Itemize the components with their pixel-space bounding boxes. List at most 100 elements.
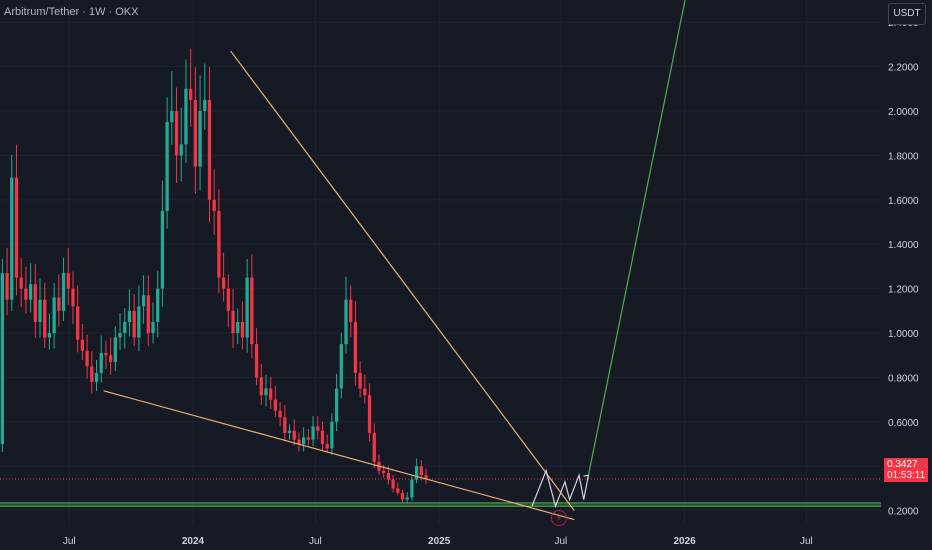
candle-body [391,479,395,489]
candle-body [414,466,419,480]
candle-body [108,355,113,362]
candle-body [113,337,117,362]
time-tick-label: 2025 [428,536,451,547]
candle-body [334,388,339,422]
candle-body [94,373,99,382]
candle-body [174,111,179,156]
candle-body [221,277,226,289]
candle-body [339,344,343,389]
candle-body [179,144,183,156]
price-tick-label: 1.6000 [888,196,919,207]
candle-body [330,421,334,449]
projection-zigzag [531,468,590,509]
candle-body [297,439,301,445]
candle-body [118,333,122,338]
candle-body [231,310,235,334]
symbol-title: Arbitrum/Tether · 1W · OKX [4,6,139,18]
bullish-projection-line [587,0,686,476]
bar-countdown: 01:53:11 [887,470,926,481]
price-axis[interactable]: 2.40002.20002.00001.80001.60001.40001.20… [888,18,919,517]
candle-body [325,444,329,449]
candle-body [184,88,188,145]
candle-body [358,373,362,389]
upper-trendline [230,50,575,512]
candle-body [353,321,358,374]
candle-body [344,299,348,345]
candle-body [382,470,386,473]
candle-body [269,388,273,400]
candle-body [193,99,198,167]
time-tick-label: Jul [554,536,567,547]
candle-body [320,430,325,445]
candle-body [396,488,400,493]
price-tick-label: 1.0000 [888,329,919,340]
candle-body [170,111,174,123]
lightning-icon[interactable]: ⚡ [551,510,567,526]
candle-body [5,273,9,300]
candle-body [43,299,47,338]
price-tick-label: 1.2000 [888,285,919,296]
candle-body [71,288,75,307]
last-price-value: 0.3427 [887,459,918,470]
candle-body [90,366,94,382]
time-tick-label: Jul [309,536,322,547]
last-price-tag: 0.3427 01:53:11 [884,458,928,482]
candle-body [349,299,353,322]
candle-body [410,479,414,498]
candle-body [316,426,320,431]
candle-body [245,277,249,338]
candle-body [367,395,372,433]
candle-body [127,310,132,322]
candle-body [226,288,230,311]
candle-body [278,410,282,418]
lower-trendline [103,390,575,521]
candle-body [405,497,409,500]
candle-body [273,399,278,411]
candle-body [207,99,212,200]
candle-body [306,437,310,440]
candle-body [61,273,66,311]
candles [0,48,428,504]
candle-body [156,288,160,322]
candle-body [24,288,28,300]
price-tick-label: 2.0000 [888,107,919,118]
candle-body [212,199,216,211]
candle-body [236,321,240,334]
candle-body [28,284,33,300]
candle-body [160,210,165,289]
time-tick-label: Jul [63,536,76,547]
candle-body [38,299,42,322]
candle-body [254,344,259,378]
price-tick-label: 0.6000 [888,418,919,429]
candle-body [189,88,193,100]
candle-body [240,321,245,338]
candle-body [217,210,221,278]
candle-body [419,466,423,476]
candle-body [0,273,5,445]
candle-body [198,111,202,167]
candle-body [363,388,367,396]
time-tick-label: 2026 [673,536,696,547]
candle-body [283,417,287,433]
candle-body [47,333,52,338]
candle-body [424,475,428,479]
candle-body [14,177,19,278]
candle-body [372,432,376,462]
time-axis[interactable]: Jul 2024 Jul 2025 Jul 2026 Jul [63,536,813,547]
candle-body [203,99,207,112]
candle-body [99,353,103,374]
currency-button[interactable]: USDT [888,3,926,25]
candle-body [52,297,56,334]
candle-body [287,430,292,433]
candle-body [146,295,150,334]
time-tick-label: 2024 [182,536,205,547]
candle-body [80,339,85,351]
candle-body [132,310,136,338]
candle-body [151,321,155,334]
candle-body [259,377,263,396]
candle-body [104,353,108,356]
candle-body [386,472,391,480]
price-tick-label: 1.4000 [888,240,919,251]
candle-body [141,295,146,307]
